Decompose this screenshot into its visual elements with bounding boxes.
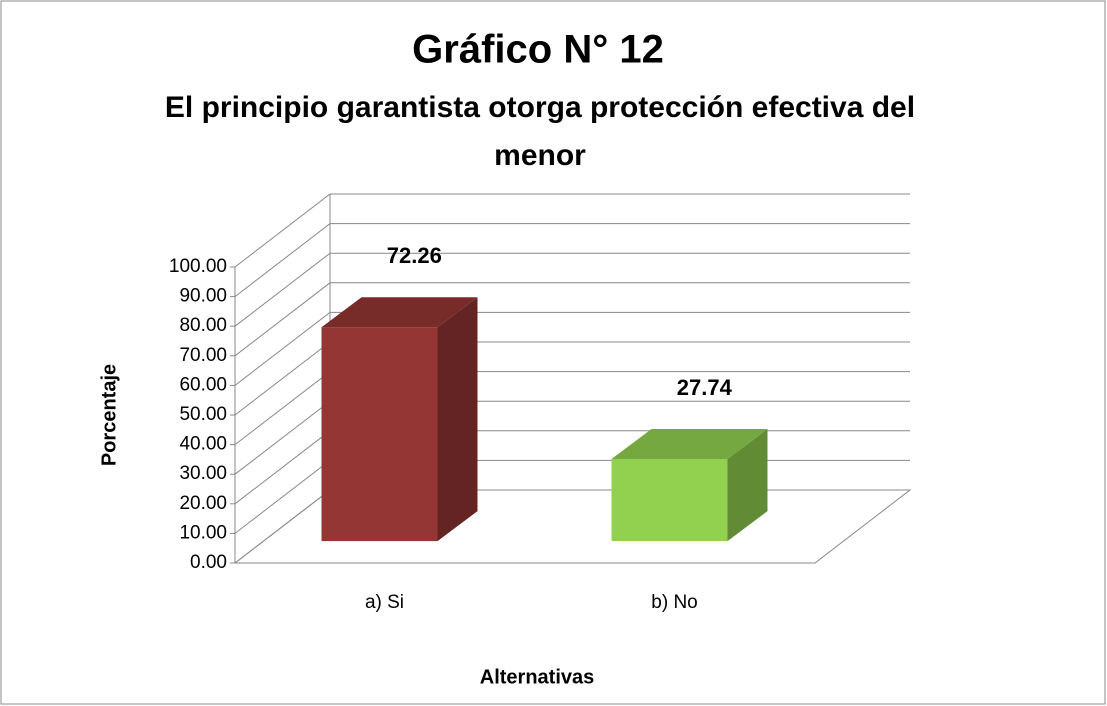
grid-line bbox=[234, 223, 910, 297]
bar-side bbox=[437, 297, 478, 542]
y-tick-label: 40.00 bbox=[179, 434, 227, 455]
grid-line bbox=[234, 193, 910, 268]
y-tick-label: 60.00 bbox=[179, 374, 227, 395]
x-tick-label: a) Si bbox=[365, 592, 404, 613]
y-tick-label: 100.00 bbox=[169, 256, 227, 277]
y-tick-label: 80.00 bbox=[179, 315, 227, 336]
bar bbox=[321, 327, 438, 542]
y-axis-title: Porcentaje bbox=[98, 364, 120, 466]
bar-top bbox=[611, 428, 768, 459]
y-tick-label: 50.00 bbox=[179, 404, 227, 425]
data-label: 72.26 bbox=[387, 243, 442, 268]
data-label: 27.74 bbox=[677, 375, 733, 400]
y-tick-label: 20.00 bbox=[179, 493, 227, 514]
grid-line bbox=[234, 282, 910, 357]
bar-top bbox=[321, 297, 478, 328]
y-tick-label: 70.00 bbox=[179, 345, 227, 366]
bar-side bbox=[727, 428, 768, 542]
y-tick-label: 10.00 bbox=[179, 522, 227, 543]
grid-line bbox=[234, 311, 910, 386]
chart-subtitle: El principio garantista otorga protecció… bbox=[164, 91, 916, 172]
y-tick-label: 30.00 bbox=[179, 463, 227, 484]
chart-title: Gráfico N° 12 bbox=[412, 28, 664, 72]
y-tick-label: 90.00 bbox=[179, 286, 227, 307]
x-tick-label: b) No bbox=[651, 592, 697, 613]
x-axis-title: Alternativas bbox=[480, 666, 595, 688]
bar bbox=[611, 458, 728, 542]
grid-line bbox=[234, 252, 910, 327]
y-tick-label: 0.00 bbox=[190, 552, 227, 573]
